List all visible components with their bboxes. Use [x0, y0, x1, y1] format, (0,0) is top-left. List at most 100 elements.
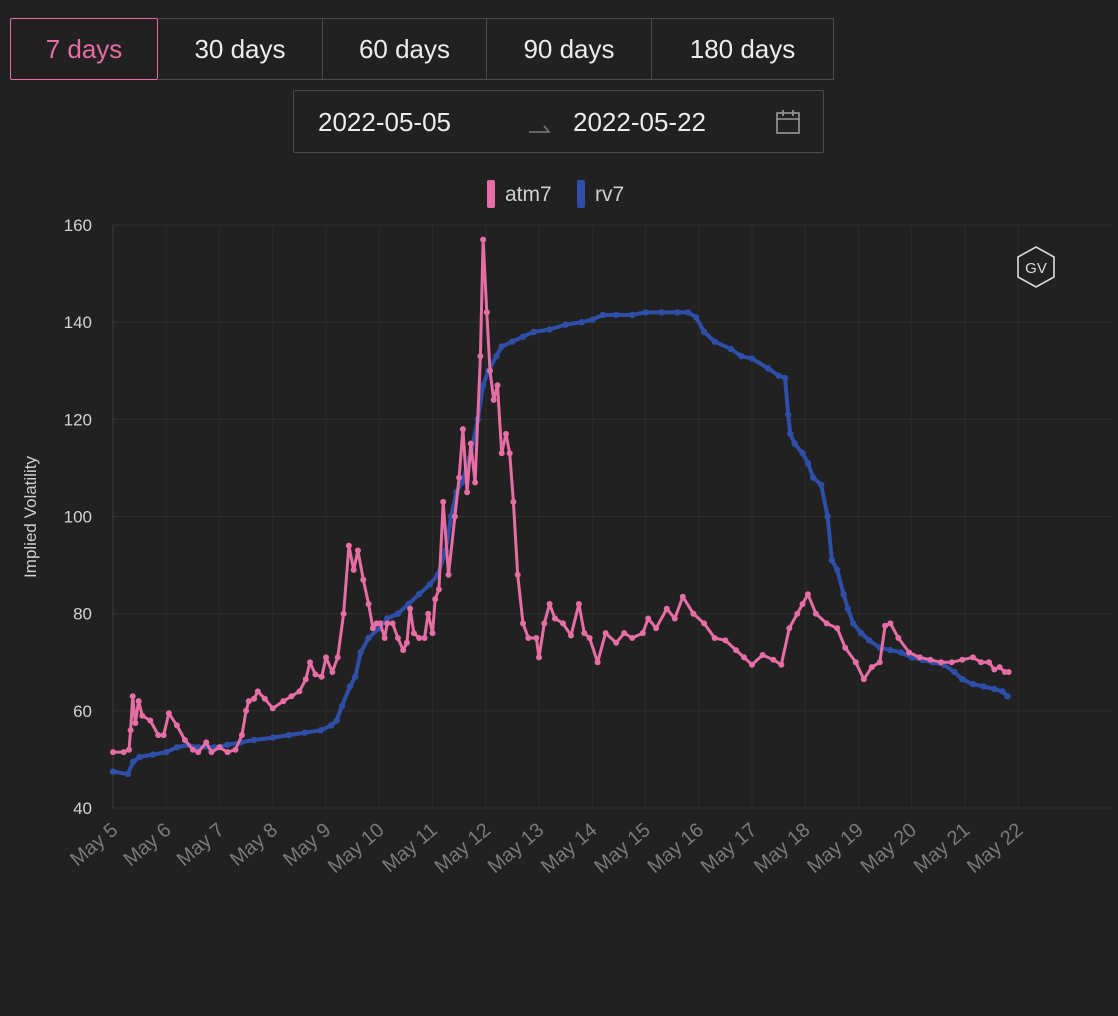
- tab-60-days[interactable]: 60 days: [323, 18, 487, 80]
- legend-label-rv7[interactable]: rv7: [595, 183, 624, 206]
- data-point-rv7: [163, 748, 170, 756]
- data-point-atm7: [135, 698, 142, 705]
- x-tick-label: May 21: [910, 819, 974, 878]
- data-point-atm7: [403, 639, 410, 646]
- data-point-rv7: [317, 727, 324, 734]
- data-point-atm7: [494, 382, 501, 389]
- data-point-rv7: [999, 688, 1006, 695]
- calendar-icon[interactable]: [775, 109, 801, 135]
- data-point-rv7: [384, 615, 391, 622]
- date-start-input[interactable]: 2022-05-05: [318, 107, 451, 137]
- data-point-rv7: [136, 753, 143, 761]
- data-point-rv7: [684, 309, 692, 316]
- tab-7-days[interactable]: 7 days: [10, 18, 158, 80]
- data-point-atm7: [948, 659, 955, 666]
- data-point-rv7: [493, 353, 500, 360]
- data-point-rv7: [149, 751, 157, 758]
- data-point-rv7: [405, 600, 412, 608]
- tab-180-days[interactable]: 180 days: [652, 18, 834, 80]
- series-layer: [109, 236, 1012, 778]
- data-point-rv7: [810, 474, 817, 481]
- data-point-atm7: [120, 749, 127, 756]
- date-range-picker[interactable]: 2022-05-05 2022-05-22: [293, 90, 824, 153]
- data-point-rv7: [727, 345, 734, 353]
- x-tick-label: May 20: [857, 819, 921, 878]
- data-point-rv7: [959, 676, 966, 683]
- data-point-atm7: [110, 749, 116, 756]
- data-point-rv7: [748, 355, 756, 362]
- y-tick-label: 120: [64, 410, 92, 429]
- data-point-atm7: [916, 654, 923, 661]
- x-tick-label: May 17: [697, 819, 761, 878]
- data-point-atm7: [860, 676, 867, 683]
- data-point-atm7: [786, 625, 793, 632]
- data-point-rv7: [250, 736, 258, 744]
- tab-30-days[interactable]: 30 days: [158, 18, 323, 80]
- date-end-input[interactable]: 2022-05-22: [573, 107, 706, 137]
- data-point-atm7: [224, 749, 231, 756]
- data-point-atm7: [407, 605, 414, 612]
- data-point-atm7: [701, 620, 708, 627]
- data-point-rv7: [642, 309, 649, 316]
- data-point-atm7: [129, 693, 136, 700]
- data-point-rv7: [834, 566, 841, 574]
- data-point-rv7: [578, 319, 585, 326]
- data-point-atm7: [173, 722, 180, 729]
- data-point-rv7: [352, 673, 359, 680]
- data-point-atm7: [887, 620, 894, 627]
- data-point-atm7: [288, 693, 295, 700]
- data-point-atm7: [520, 620, 526, 627]
- data-point-rv7: [546, 326, 553, 333]
- tab-90-days[interactable]: 90 days: [487, 18, 652, 80]
- y-tick-label: 140: [64, 313, 92, 332]
- data-point-rv7: [775, 372, 782, 379]
- legend-swatch-atm7[interactable]: [487, 180, 495, 208]
- data-point-atm7: [312, 671, 319, 678]
- data-point-rv7: [224, 741, 231, 748]
- data-point-atm7: [882, 622, 889, 629]
- legend-swatch-rv7[interactable]: [577, 180, 585, 208]
- data-point-atm7: [722, 637, 729, 644]
- legend-label-atm7[interactable]: atm7: [505, 183, 552, 206]
- data-point-atm7: [506, 450, 513, 457]
- series-line-atm7: [111, 238, 1011, 754]
- data-point-rv7: [530, 328, 537, 336]
- legend: atm7 rv7: [487, 180, 624, 208]
- data-point-rv7: [804, 459, 812, 467]
- data-point-atm7: [165, 710, 172, 717]
- data-point-rv7: [599, 311, 607, 319]
- x-tick-label: May 18: [750, 819, 814, 878]
- data-point-atm7: [416, 635, 423, 641]
- data-point-rv7: [509, 338, 516, 345]
- data-point-atm7: [456, 474, 463, 481]
- data-point-rv7: [613, 311, 620, 319]
- data-point-rv7: [357, 649, 364, 656]
- data-point-atm7: [365, 601, 372, 607]
- data-point-rv7: [269, 734, 276, 741]
- data-point-atm7: [759, 652, 766, 658]
- x-tick-label: May 8: [226, 819, 282, 871]
- data-point-atm7: [794, 610, 801, 617]
- data-point-rv7: [1004, 693, 1011, 700]
- data-point-atm7: [334, 654, 341, 661]
- data-point-rv7: [785, 411, 792, 418]
- data-point-atm7: [895, 635, 902, 641]
- data-point-atm7: [208, 749, 215, 756]
- data-point-rv7: [674, 309, 681, 316]
- data-point-atm7: [467, 440, 474, 447]
- data-point-atm7: [996, 664, 1003, 671]
- data-point-atm7: [394, 635, 401, 641]
- data-point-rv7: [828, 557, 836, 564]
- data-point-atm7: [410, 630, 417, 637]
- data-point-rv7: [658, 309, 665, 316]
- data-point-rv7: [787, 430, 794, 438]
- data-point-atm7: [868, 664, 875, 671]
- data-point-atm7: [377, 620, 384, 627]
- data-point-atm7: [132, 720, 139, 726]
- x-tick-label: May 19: [803, 819, 867, 878]
- data-point-atm7: [445, 571, 452, 578]
- data-point-atm7: [733, 647, 739, 654]
- data-point-atm7: [147, 717, 154, 724]
- y-tick-label: 100: [64, 508, 92, 527]
